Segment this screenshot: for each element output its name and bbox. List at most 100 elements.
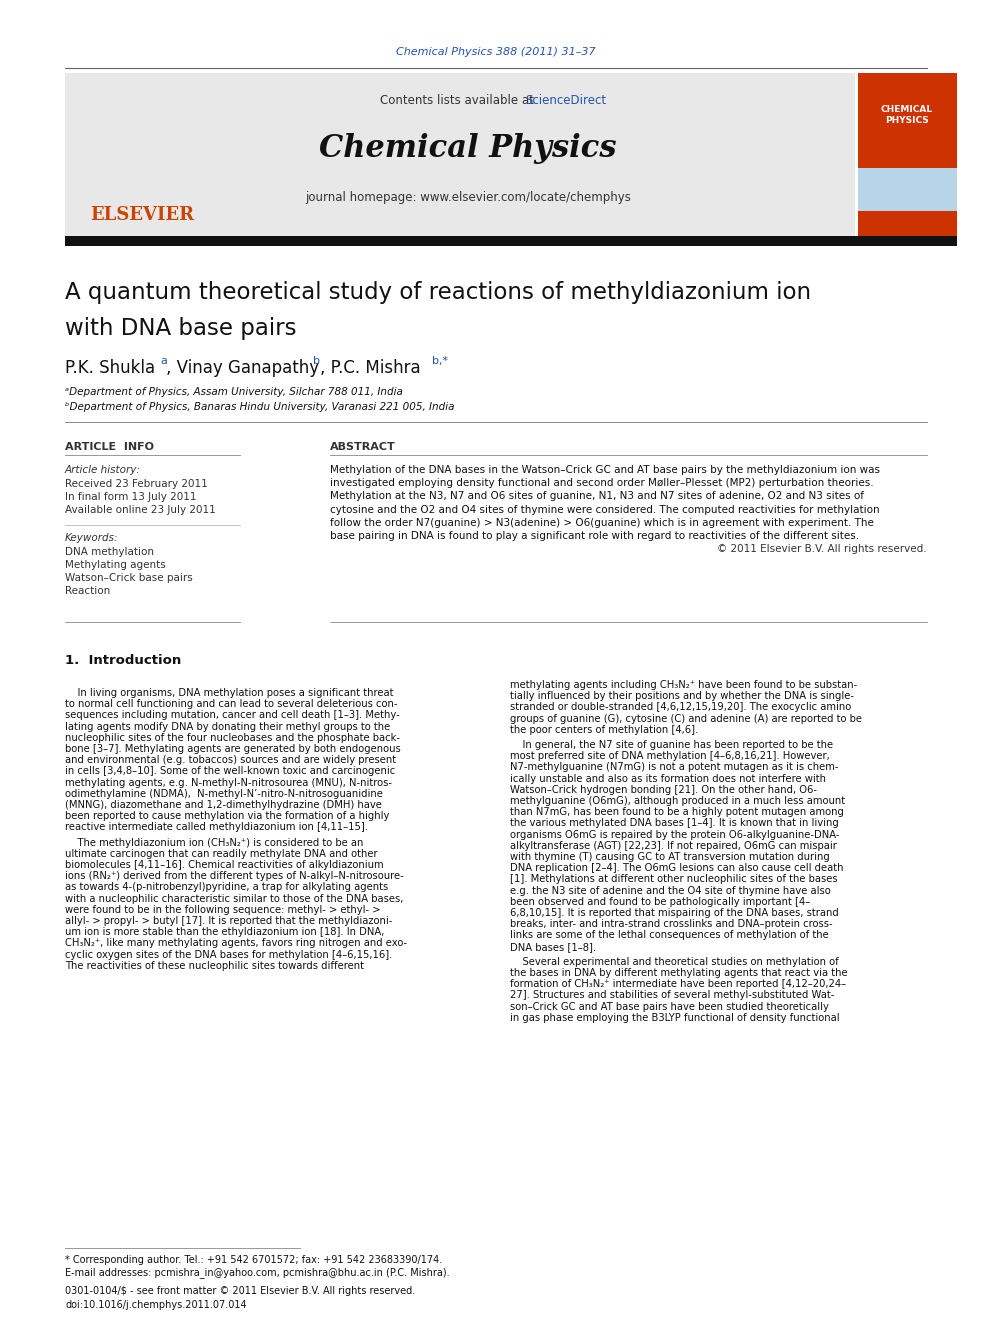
Text: with thymine (T) causing GC to AT transversion mutation during: with thymine (T) causing GC to AT transv… [510, 852, 829, 863]
Text: doi:10.1016/j.chemphys.2011.07.014: doi:10.1016/j.chemphys.2011.07.014 [65, 1301, 247, 1310]
Text: The reactivities of these nucleophilic sites towards different: The reactivities of these nucleophilic s… [65, 960, 364, 971]
Text: alkyltransferase (AGT) [22,23]. If not repaired, O6mG can mispair: alkyltransferase (AGT) [22,23]. If not r… [510, 841, 837, 851]
Text: Methylation of the DNA bases in the Watson–Crick GC and AT base pairs by the met: Methylation of the DNA bases in the Wats… [330, 464, 880, 475]
Text: In general, the N7 site of guanine has been reported to be the: In general, the N7 site of guanine has b… [510, 740, 833, 750]
Text: organisms O6mG is repaired by the protein O6-alkylguanine-DNA-: organisms O6mG is repaired by the protei… [510, 830, 839, 840]
Text: In final form 13 July 2011: In final form 13 July 2011 [65, 492, 196, 501]
Bar [858, 73, 957, 169]
Text: in cells [3,4,8–10]. Some of the well-known toxic and carcinogenic: in cells [3,4,8–10]. Some of the well-kn… [65, 766, 395, 777]
Text: 27]. Structures and stabilities of several methyl-substituted Wat-: 27]. Structures and stabilities of sever… [510, 991, 834, 1000]
Text: biomolecules [4,11–16]. Chemical reactivities of alkyldiazonium: biomolecules [4,11–16]. Chemical reactiv… [65, 860, 384, 871]
Text: Methylation at the N3, N7 and O6 sites of guanine, N1, N3 and N7 sites of adenin: Methylation at the N3, N7 and O6 sites o… [330, 491, 864, 501]
Text: E-mail addresses: pcmishra_in@yahoo.com, pcmishra@bhu.ac.in (P.C. Mishra).: E-mail addresses: pcmishra_in@yahoo.com,… [65, 1267, 449, 1278]
Text: N7-methylguanine (N7mG) is not a potent mutagen as it is chem-: N7-methylguanine (N7mG) is not a potent … [510, 762, 838, 773]
Text: nucleophilic sites of the four nucleobases and the phosphate back-: nucleophilic sites of the four nucleobas… [65, 733, 400, 742]
Text: ultimate carcinogen that can readily methylate DNA and other: ultimate carcinogen that can readily met… [65, 849, 378, 859]
Text: base pairing in DNA is found to play a significant role with regard to reactivit: base pairing in DNA is found to play a s… [330, 531, 859, 541]
Text: CH₃N₂⁺, like many methylating agents, favors ring nitrogen and exo-: CH₃N₂⁺, like many methylating agents, fa… [65, 938, 407, 949]
Text: A quantum theoretical study of reactions of methyldiazonium ion: A quantum theoretical study of reactions… [65, 282, 811, 304]
Text: um ion is more stable than the ethyldiazonium ion [18]. In DNA,: um ion is more stable than the ethyldiaz… [65, 927, 384, 937]
Text: 1.  Introduction: 1. Introduction [65, 654, 182, 667]
Text: son–Crick GC and AT base pairs have been studied theoretically: son–Crick GC and AT base pairs have been… [510, 1002, 829, 1012]
Text: , P.C. Mishra: , P.C. Mishra [320, 359, 421, 377]
Text: with a nucleophilic characteristic similar to those of the DNA bases,: with a nucleophilic characteristic simil… [65, 893, 404, 904]
Text: links are some of the lethal consequences of methylation of the: links are some of the lethal consequence… [510, 930, 828, 941]
Text: e.g. the N3 site of adenine and the O4 site of thymine have also: e.g. the N3 site of adenine and the O4 s… [510, 885, 830, 896]
Text: Watson–Crick base pairs: Watson–Crick base pairs [65, 573, 192, 583]
Text: Available online 23 July 2011: Available online 23 July 2011 [65, 505, 215, 515]
Text: the poor centers of methylation [4,6].: the poor centers of methylation [4,6]. [510, 725, 698, 734]
Text: P.K. Shukla: P.K. Shukla [65, 359, 155, 377]
Text: Watson–Crick hydrogen bonding [21]. On the other hand, O6-: Watson–Crick hydrogen bonding [21]. On t… [510, 785, 817, 795]
Text: Methylating agents: Methylating agents [65, 560, 166, 570]
Text: In living organisms, DNA methylation poses a significant threat: In living organisms, DNA methylation pos… [65, 688, 394, 699]
Text: allyl- > propyl- > butyl [17]. It is reported that the methyldiazoni-: allyl- > propyl- > butyl [17]. It is rep… [65, 916, 393, 926]
Text: ions (RN₂⁺) derived from the different types of N-alkyl–N-nitrosoure-: ions (RN₂⁺) derived from the different t… [65, 872, 404, 881]
Text: b,*: b,* [432, 356, 448, 366]
Text: © 2011 Elsevier B.V. All rights reserved.: © 2011 Elsevier B.V. All rights reserved… [717, 544, 927, 554]
Text: than N7mG, has been found to be a highly potent mutagen among: than N7mG, has been found to be a highly… [510, 807, 844, 818]
Text: tially influenced by their positions and by whether the DNA is single-: tially influenced by their positions and… [510, 691, 854, 701]
Text: methylguanine (O6mG), although produced in a much less amount: methylguanine (O6mG), although produced … [510, 796, 845, 806]
Text: and environmental (e.g. tobaccos) sources and are widely present: and environmental (e.g. tobaccos) source… [65, 755, 396, 765]
Text: ELSEVIER: ELSEVIER [90, 206, 194, 224]
Text: cytosine and the O2 and O4 sites of thymine were considered. The computed reacti: cytosine and the O2 and O4 sites of thym… [330, 504, 880, 515]
Text: been observed and found to be pathologically important [4–: been observed and found to be pathologic… [510, 897, 810, 906]
Text: cyclic oxygen sites of the DNA bases for methylation [4–6,15,16].: cyclic oxygen sites of the DNA bases for… [65, 950, 393, 959]
Text: the bases in DNA by different methylating agents that react via the: the bases in DNA by different methylatin… [510, 968, 847, 978]
Text: Reaction: Reaction [65, 586, 110, 595]
Text: Chemical Physics 388 (2011) 31–37: Chemical Physics 388 (2011) 31–37 [396, 48, 596, 57]
Text: most preferred site of DNA methylation [4–6,8,16,21]. However,: most preferred site of DNA methylation [… [510, 751, 829, 761]
Text: DNA methylation: DNA methylation [65, 546, 154, 557]
Text: 0301-0104/$ - see front matter © 2011 Elsevier B.V. All rights reserved.: 0301-0104/$ - see front matter © 2011 El… [65, 1286, 416, 1297]
Text: as towards 4-(p-nitrobenzyl)pyridine, a trap for alkylating agents: as towards 4-(p-nitrobenzyl)pyridine, a … [65, 882, 388, 893]
Text: ABSTRACT: ABSTRACT [330, 442, 396, 452]
Text: 6,8,10,15]. It is reported that mispairing of the DNA bases, strand: 6,8,10,15]. It is reported that mispairi… [510, 908, 839, 918]
Text: odimethylamine (NDMA),  N-methyl-N’-nitro-N-nitrosoguanidine: odimethylamine (NDMA), N-methyl-N’-nitro… [65, 789, 383, 799]
Text: DNA bases [1–8].: DNA bases [1–8]. [510, 942, 596, 951]
Text: methylating agents including CH₃N₂⁺ have been found to be substan-: methylating agents including CH₃N₂⁺ have… [510, 680, 857, 691]
Text: ᵇDepartment of Physics, Banaras Hindu University, Varanasi 221 005, India: ᵇDepartment of Physics, Banaras Hindu Un… [65, 402, 454, 411]
Text: investigated employing density functional and second order Møller–Plesset (MP2) : investigated employing density functiona… [330, 478, 874, 488]
Text: in gas phase employing the B3LYP functional of density functional: in gas phase employing the B3LYP functio… [510, 1013, 839, 1023]
Text: follow the order N7(guanine) > N3(adenine) > O6(guanine) which is in agreement w: follow the order N7(guanine) > N3(adenin… [330, 517, 874, 528]
Text: Several experimental and theoretical studies on methylation of: Several experimental and theoretical stu… [510, 957, 839, 967]
Text: been reported to cause methylation via the formation of a highly: been reported to cause methylation via t… [65, 811, 390, 822]
Text: , Vinay Ganapathy: , Vinay Ganapathy [166, 359, 319, 377]
Text: DNA replication [2–4]. The O6mG lesions can also cause cell death: DNA replication [2–4]. The O6mG lesions … [510, 863, 843, 873]
Text: (MNNG), diazomethane and 1,2-dimethylhydrazine (DMH) have: (MNNG), diazomethane and 1,2-dimethylhyd… [65, 800, 382, 810]
Text: breaks, inter- and intra-strand crosslinks and DNA–protein cross-: breaks, inter- and intra-strand crosslin… [510, 919, 832, 929]
Text: * Corresponding author. Tel.: +91 542 6701572; fax: +91 542 23683390/174.: * Corresponding author. Tel.: +91 542 67… [65, 1256, 442, 1265]
Text: ScienceDirect: ScienceDirect [525, 94, 606, 106]
Text: Article history:: Article history: [65, 464, 141, 475]
Text: b: b [313, 356, 320, 366]
Text: ically unstable and also as its formation does not interfere with: ically unstable and also as its formatio… [510, 774, 826, 783]
Text: Contents lists available at: Contents lists available at [380, 94, 538, 106]
Text: Received 23 February 2011: Received 23 February 2011 [65, 479, 207, 490]
Text: ᵃDepartment of Physics, Assam University, Silchar 788 011, India: ᵃDepartment of Physics, Assam University… [65, 388, 403, 397]
Text: formation of CH₃N₂⁺ intermediate have been reported [4,12–20,24–: formation of CH₃N₂⁺ intermediate have be… [510, 979, 846, 990]
Text: [1]. Methylations at different other nucleophilic sites of the bases: [1]. Methylations at different other nuc… [510, 875, 837, 884]
Text: sequences including mutation, cancer and cell death [1–3]. Methy-: sequences including mutation, cancer and… [65, 710, 400, 721]
Bar [858, 168, 957, 213]
Text: stranded or double-stranded [4,6,12,15,19,20]. The exocyclic amino: stranded or double-stranded [4,6,12,15,1… [510, 703, 851, 712]
Text: to normal cell functioning and can lead to several deleterious con-: to normal cell functioning and can lead … [65, 699, 398, 709]
Text: reactive intermediate called methyldiazonium ion [4,11–15].: reactive intermediate called methyldiazo… [65, 823, 368, 832]
Text: methylating agents, e.g. N-methyl-N-nitrosourea (MNU), N-nitros-: methylating agents, e.g. N-methyl-N-nitr… [65, 778, 392, 787]
Text: the various methylated DNA bases [1–4]. It is known that in living: the various methylated DNA bases [1–4]. … [510, 819, 839, 828]
Text: CHEMICAL
PHYSICS: CHEMICAL PHYSICS [881, 106, 933, 124]
Bar [858, 210, 957, 238]
Text: with DNA base pairs: with DNA base pairs [65, 316, 297, 340]
Text: groups of guanine (G), cytosine (C) and adenine (A) are reported to be: groups of guanine (G), cytosine (C) and … [510, 713, 862, 724]
Text: ARTICLE  INFO: ARTICLE INFO [65, 442, 154, 452]
Bar [65, 73, 855, 238]
Text: a: a [160, 356, 167, 366]
Text: The methyldiazonium ion (CH₃N₂⁺) is considered to be an: The methyldiazonium ion (CH₃N₂⁺) is cons… [65, 837, 363, 848]
Text: lating agents modify DNA by donating their methyl groups to the: lating agents modify DNA by donating the… [65, 721, 390, 732]
Bar [65, 235, 957, 246]
Text: Chemical Physics: Chemical Physics [319, 132, 617, 164]
Text: were found to be in the following sequence: methyl- > ethyl- >: were found to be in the following sequen… [65, 905, 381, 914]
Text: journal homepage: www.elsevier.com/locate/chemphys: journal homepage: www.elsevier.com/locat… [306, 192, 631, 205]
Text: Keywords:: Keywords: [65, 533, 118, 542]
Text: bone [3–7]. Methylating agents are generated by both endogenous: bone [3–7]. Methylating agents are gener… [65, 744, 401, 754]
